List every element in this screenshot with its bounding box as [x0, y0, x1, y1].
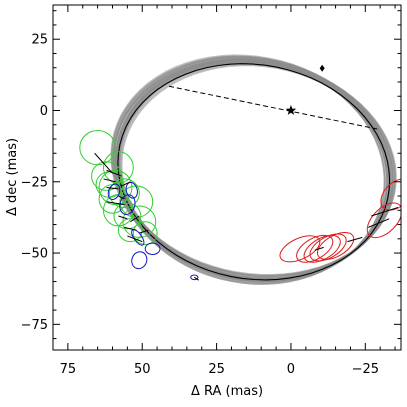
- residual-line: [314, 246, 324, 251]
- data-point-blue: [190, 274, 199, 281]
- y-tick-label: −25: [21, 175, 48, 190]
- residual-line: [194, 276, 200, 281]
- data-point-green: [132, 221, 158, 246]
- data-point-green: [103, 151, 134, 184]
- data-point-blue: [131, 251, 148, 270]
- y-tick-label: −75: [21, 318, 48, 333]
- residual-line: [347, 236, 363, 243]
- plot-frame: [52, 4, 402, 351]
- residual-line: [371, 206, 399, 217]
- residual-line: [139, 229, 149, 234]
- data-point-blue: [107, 183, 121, 201]
- data-point-green: [113, 202, 142, 230]
- residual-line: [103, 178, 116, 183]
- residual-line: [94, 152, 113, 174]
- data-point-blue: [119, 194, 136, 215]
- y-axis-title: Δ dec (mas): [5, 138, 20, 216]
- x-tick-label: 50: [134, 362, 151, 377]
- data-point-red: [303, 234, 341, 263]
- data-point-green: [117, 218, 143, 243]
- data-point-red: [366, 202, 401, 239]
- periastron-marker: [319, 64, 325, 72]
- node-line: [168, 85, 378, 130]
- orbit-sample-path: [114, 57, 386, 285]
- residual-line: [106, 186, 119, 190]
- data-point-green: [79, 130, 116, 166]
- data-point-red: [279, 235, 321, 263]
- best-fit-orbit: [117, 63, 391, 281]
- data-point-red: [309, 233, 347, 262]
- residual-line: [130, 215, 140, 223]
- residual-line: [106, 201, 125, 206]
- residual-line: [121, 181, 131, 187]
- y-tick-label: 25: [31, 33, 48, 48]
- residual-line: [127, 235, 143, 243]
- residual-line: [118, 195, 125, 200]
- data-point-blue: [144, 242, 161, 256]
- primary-star-marker: [285, 105, 297, 115]
- residual-line: [368, 218, 390, 228]
- residual-line: [106, 169, 122, 177]
- y-tick-label: 0: [40, 104, 48, 119]
- x-tick-label: 75: [60, 362, 77, 377]
- x-axis-title: Δ RA (mas): [191, 384, 263, 399]
- data-point-red: [380, 178, 401, 211]
- data-point-red: [317, 231, 355, 260]
- axis-ticks: 75 50 25 0 −25 25 0 −25 −50 −75: [21, 5, 401, 377]
- x-tick-label: −25: [352, 362, 379, 377]
- y-tick-label: −50: [21, 247, 48, 262]
- data-point-red: [296, 234, 334, 263]
- plot-area: [79, 54, 401, 285]
- residual-line: [124, 226, 137, 231]
- data-point-blue: [131, 229, 145, 246]
- residual-line: [118, 215, 128, 220]
- data-point-green: [109, 178, 140, 208]
- x-tick-label: 0: [287, 362, 295, 377]
- x-tick-label: 25: [208, 362, 225, 377]
